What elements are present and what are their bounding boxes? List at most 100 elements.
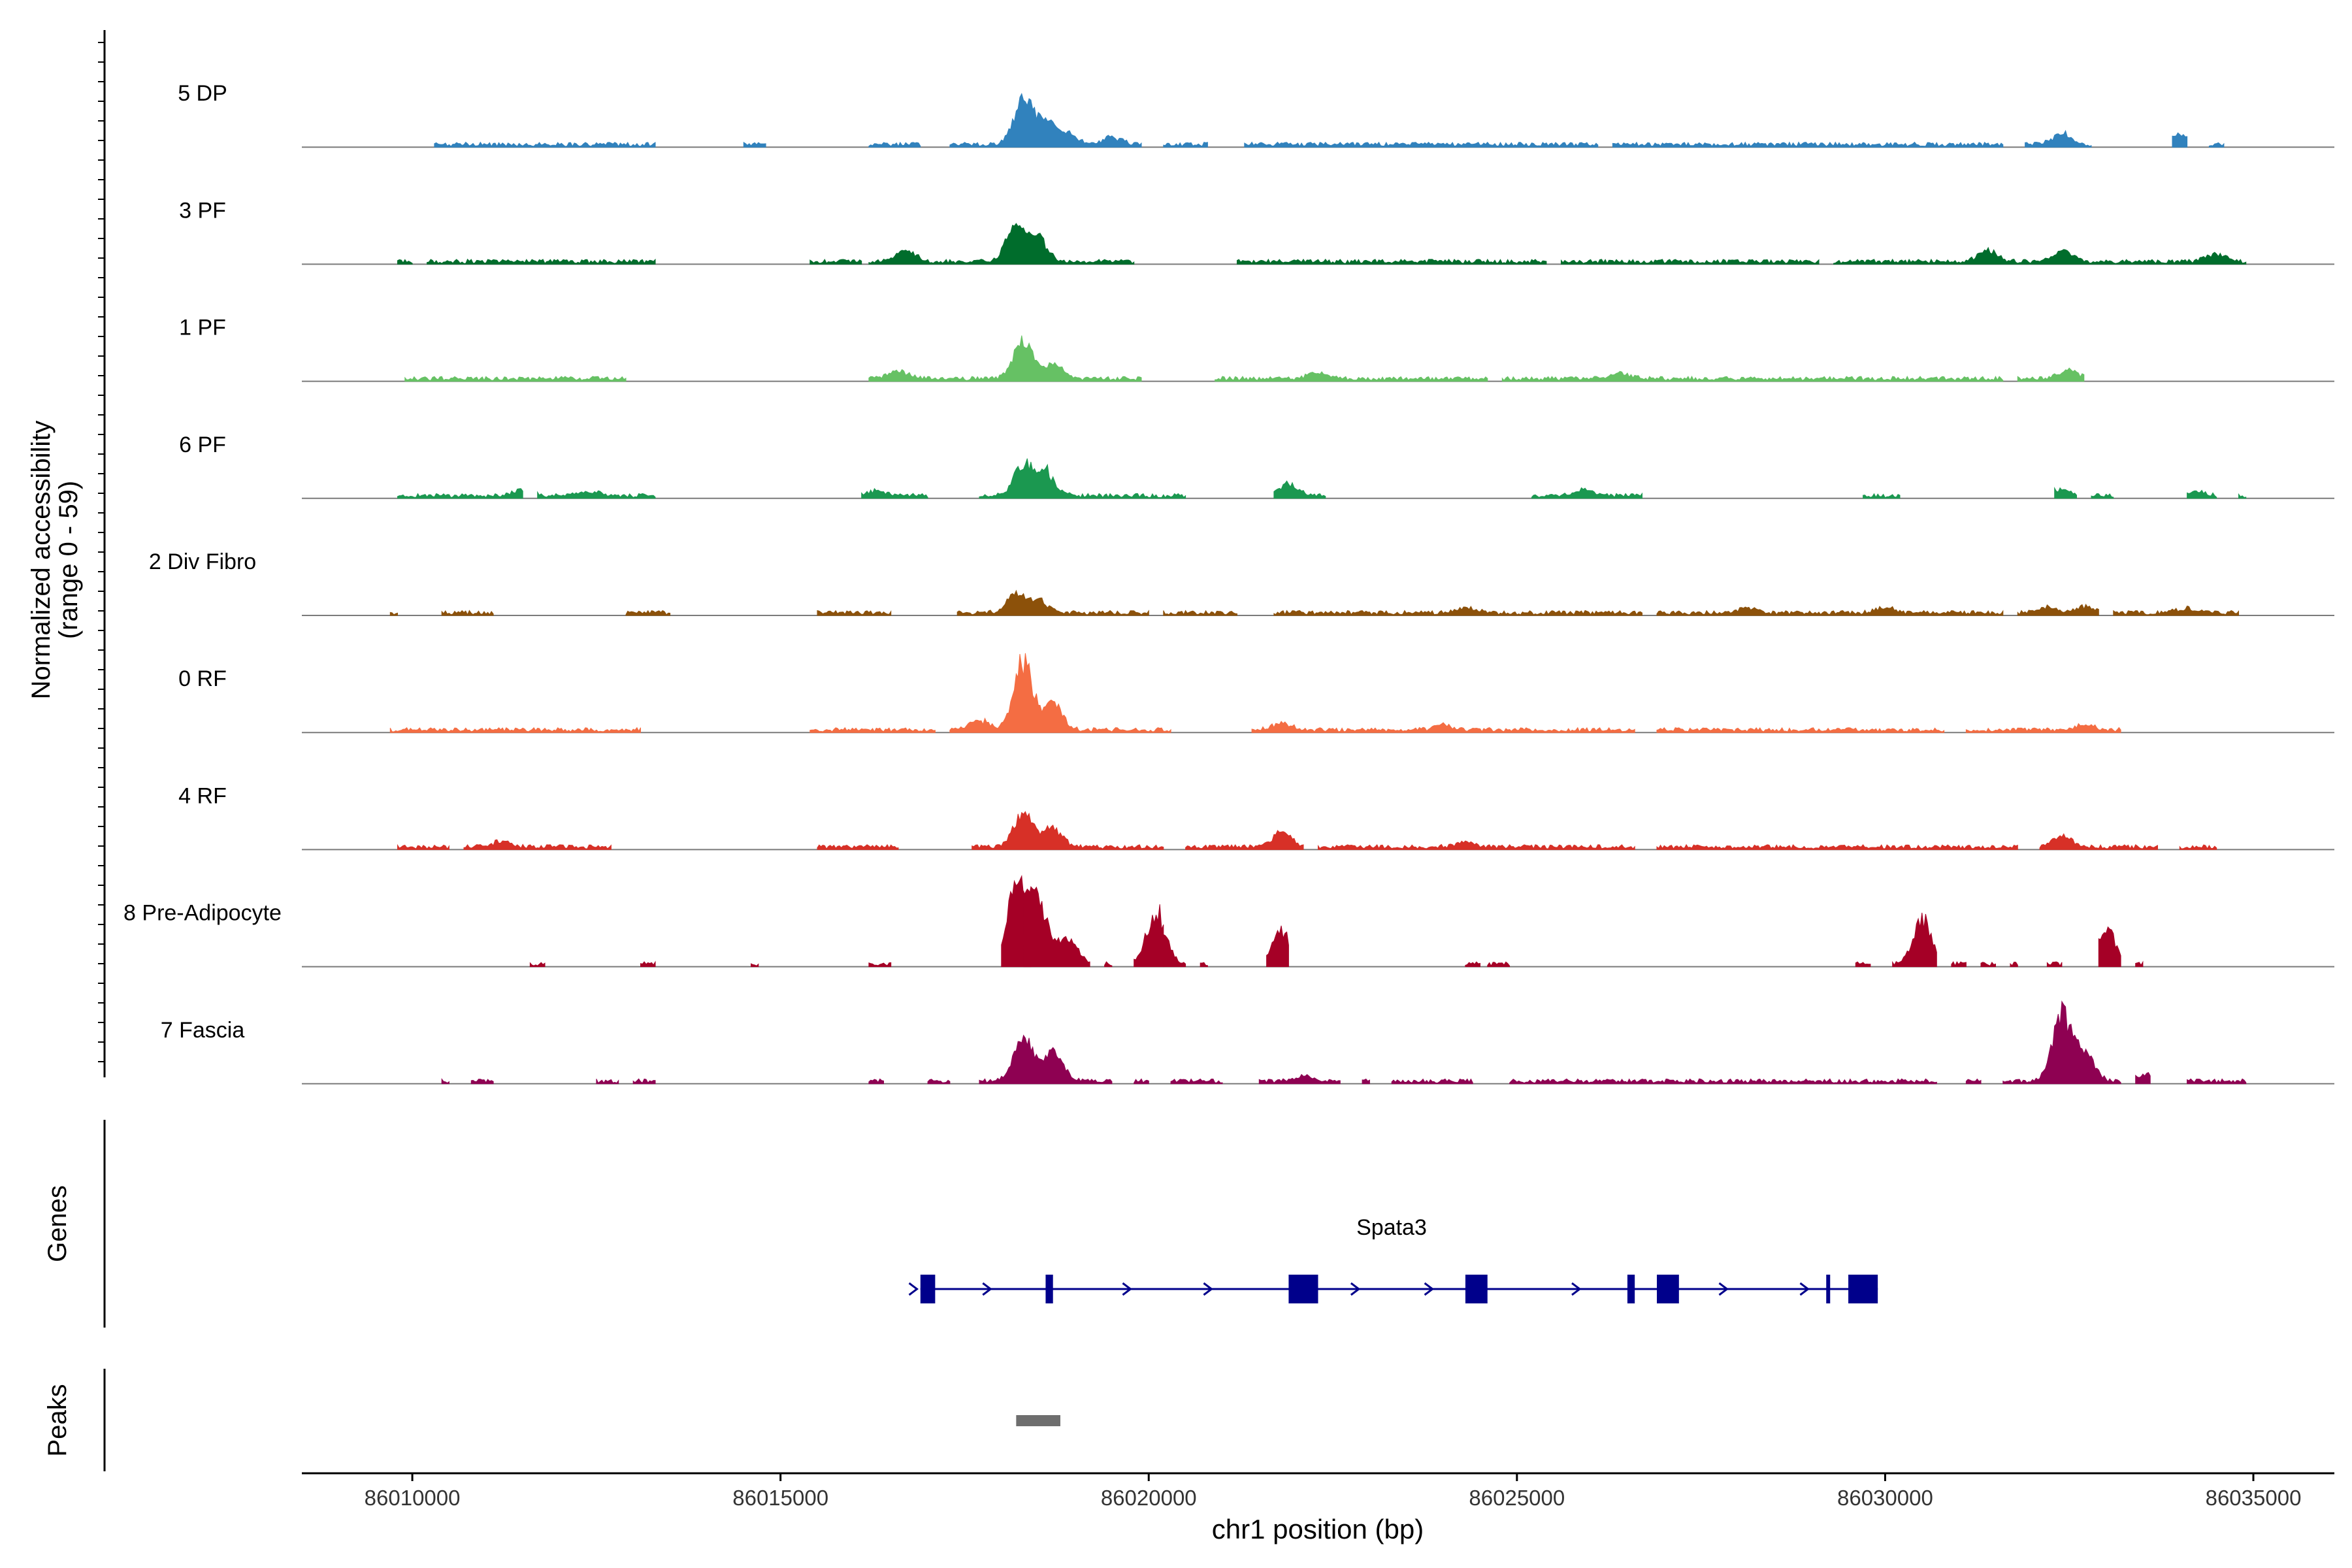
coverage-area	[1273, 606, 1642, 616]
track-y-ticks	[98, 42, 105, 1062]
coverage-area	[1656, 606, 2004, 616]
coverage-area	[1531, 487, 1642, 499]
coverage-area	[949, 93, 1142, 148]
track-label: 0 RF	[178, 666, 227, 691]
strand-arrow	[908, 1282, 919, 1296]
coverage-area	[1163, 934, 1186, 968]
exon	[1288, 1275, 1318, 1303]
genes-panel-label: Genes	[43, 1185, 72, 1262]
exon	[1848, 1275, 1878, 1303]
coverage-area	[868, 335, 1142, 382]
coverage-area	[2054, 486, 2077, 499]
coverage-area	[2135, 1071, 2151, 1085]
track-5-dp: 5 DP	[178, 81, 2334, 148]
coverage-area	[1980, 961, 1996, 968]
coverage-area	[1501, 370, 2004, 382]
coverage-area	[2238, 493, 2247, 499]
coverage-area	[397, 259, 413, 265]
coverage-area	[1134, 904, 1164, 968]
coverage-area	[2113, 606, 2239, 616]
exon	[1657, 1275, 1679, 1303]
coverage-area	[2017, 604, 2099, 616]
coverage-area	[817, 843, 899, 850]
track-label: 5 DP	[178, 81, 227, 106]
coverage-area	[2091, 493, 2114, 499]
coverage-area	[927, 1079, 951, 1085]
coverage-area	[817, 610, 892, 616]
coverage-area	[2039, 833, 2158, 850]
coverage-area	[861, 487, 928, 499]
track-6-pf: 6 PF	[179, 433, 2334, 499]
x-axis-ticks: 86010000 86015000 86020000 86025000 86030000…	[365, 1473, 2302, 1510]
peaks-panel: Peaks	[43, 1369, 1060, 1471]
coverage-area	[1318, 840, 1635, 850]
coverage-area	[1266, 925, 1289, 968]
coverage-area	[529, 962, 546, 968]
strand-arrow	[1350, 1282, 1361, 1296]
coverage-area	[427, 258, 656, 265]
coverage-area	[1362, 1078, 1370, 1085]
coverage-area	[537, 490, 656, 499]
track-3-pf: 3 PF	[179, 198, 2334, 265]
peaks-panel-label: Peaks	[43, 1384, 72, 1456]
coverage-area	[809, 727, 936, 733]
peak-region	[1016, 1415, 1060, 1426]
coverage-area	[1656, 843, 2018, 850]
strand-arrow	[1122, 1282, 1132, 1296]
coverage-area	[1273, 480, 1326, 499]
strand-arrow	[982, 1282, 992, 1296]
coverage-area	[2135, 960, 2144, 968]
x-tick-label: 86035000	[2206, 1486, 2302, 1510]
strand-arrow	[1203, 1282, 1213, 1296]
track-7-fascia: 7 Fascia	[161, 1000, 2334, 1085]
coverage-area	[596, 1079, 619, 1085]
x-tick-label: 86030000	[1837, 1486, 1933, 1510]
coverage-area	[1487, 961, 1511, 968]
coverage-area	[1163, 610, 1237, 616]
exon	[1826, 1275, 1831, 1303]
track-2-div-fibro: 2 Div Fibro	[149, 549, 2334, 616]
coverage-area	[2010, 961, 2018, 968]
coverage-area	[632, 1078, 656, 1085]
track-label: 3 PF	[179, 198, 226, 223]
coverage-area	[743, 142, 766, 148]
coverage-area	[1215, 371, 1488, 382]
coverage-area	[1965, 1078, 1982, 1085]
coverage-area	[441, 1078, 449, 1085]
coverage-area	[2208, 142, 2225, 148]
genes-panel: Genes Spata3	[43, 1120, 1878, 1328]
coverage-area	[751, 963, 759, 968]
coverage-area	[1951, 961, 1967, 968]
coverage-area	[1391, 1078, 1473, 1085]
x-tick-label: 86015000	[732, 1486, 828, 1510]
track-0-rf: 0 RF	[178, 653, 2334, 734]
coverage-area	[470, 1079, 494, 1085]
coverage-area	[868, 223, 1135, 265]
track-4-rf: 4 RF	[178, 783, 2334, 851]
coverage-area	[1237, 258, 1547, 265]
coverage-area	[404, 376, 627, 382]
track-label: 6 PF	[179, 433, 226, 457]
coverage-area	[1833, 246, 2247, 265]
coverage-area	[1855, 961, 1871, 968]
coverage-area	[640, 960, 656, 968]
coverage-area	[1251, 721, 1635, 733]
x-tick-label: 86025000	[1469, 1486, 1565, 1510]
coverage-area	[1465, 961, 1480, 968]
coverage-tracks: 5 DP 3 PF 1 PF 6 PF 2 Div Fibro 0 RF 4 RF 8 Pre…	[123, 81, 2334, 1085]
coverage-area	[397, 843, 449, 850]
y-axis-range-label: (range 0 - 59)	[54, 481, 83, 639]
coverage-area	[1200, 962, 1208, 968]
coverage-area	[441, 610, 494, 616]
coverage-area	[1104, 961, 1113, 968]
coverage-area	[1892, 913, 1937, 968]
coverage-area	[1965, 723, 2121, 733]
coverage-area	[2002, 1000, 2121, 1085]
coverage-area	[972, 811, 1164, 850]
coverage-area	[1258, 1073, 1341, 1085]
x-tick-label: 86010000	[365, 1486, 461, 1510]
exon	[1465, 1275, 1488, 1303]
coverage-area	[463, 839, 612, 850]
coverage-area	[2098, 926, 2121, 968]
